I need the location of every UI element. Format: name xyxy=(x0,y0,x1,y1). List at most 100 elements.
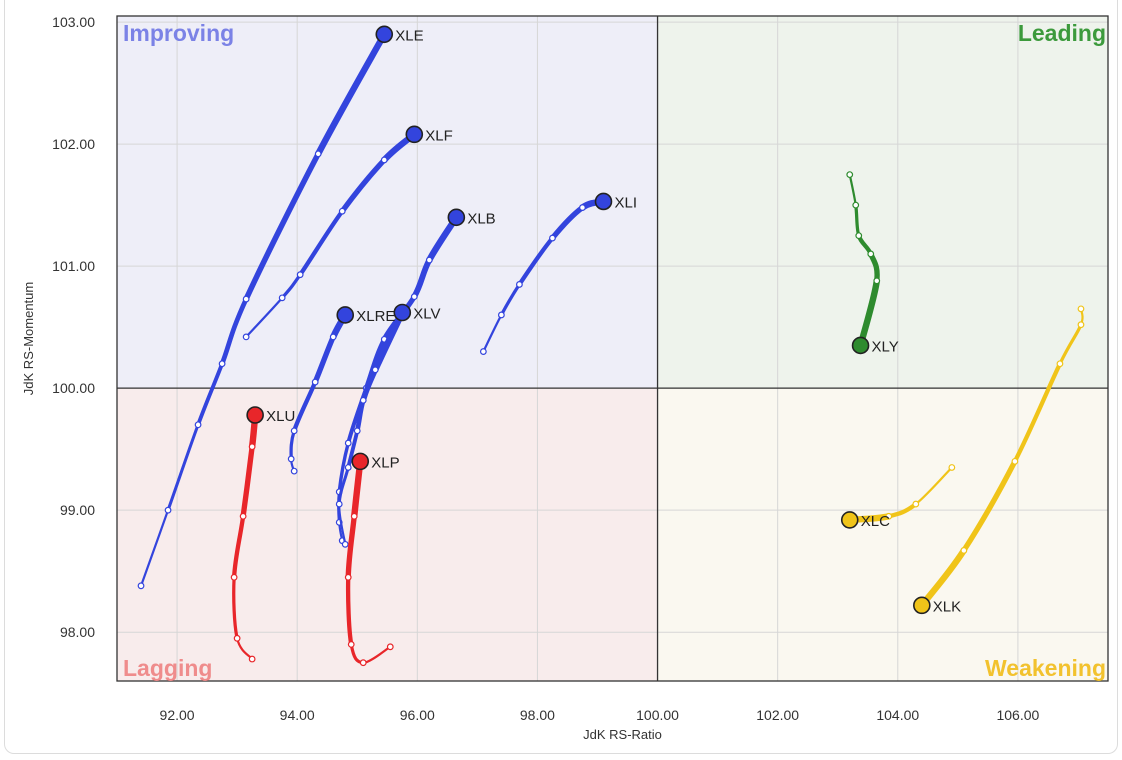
tail-point xyxy=(278,294,286,302)
tail-point xyxy=(1077,305,1085,313)
head-point-xlk xyxy=(913,596,931,615)
symbol-label-xly: XLY xyxy=(872,338,899,355)
tail-point xyxy=(239,512,247,520)
tail-point xyxy=(329,333,337,341)
tail-point xyxy=(497,311,505,319)
x-tick-label: 100.00 xyxy=(636,707,679,723)
x-axis-title: JdK RS-Ratio xyxy=(583,727,662,742)
x-tick-label: 92.00 xyxy=(160,707,195,723)
tail-point xyxy=(341,540,349,548)
tail-segment xyxy=(339,157,387,214)
tail-segment xyxy=(315,31,388,158)
tail-segment xyxy=(232,575,239,640)
tail-segment xyxy=(240,444,255,519)
tail-point xyxy=(290,427,298,435)
rrg-chart: Improving Leading Lagging Weakening 92.00 94.… xyxy=(21,14,1109,742)
tail-point xyxy=(912,500,920,508)
quadrant-leading xyxy=(657,16,1108,389)
quadrant-label-leading: Leading xyxy=(1018,20,1106,46)
tail-point xyxy=(347,640,355,648)
tail-point xyxy=(164,506,172,514)
head-point-xlu xyxy=(246,406,264,424)
tail-point xyxy=(314,150,322,158)
tail-point xyxy=(867,250,875,258)
tail-point xyxy=(353,427,361,435)
tail-point xyxy=(230,573,238,581)
symbol-label-xlu: XLU xyxy=(266,408,295,425)
tail-point xyxy=(242,333,250,341)
tail-segment xyxy=(243,151,321,302)
symbol-label-xlk: XLK xyxy=(933,598,961,615)
x-tick-label: 94.00 xyxy=(280,707,315,723)
series-xlv: XLV xyxy=(335,303,441,548)
tail-point xyxy=(855,232,863,240)
symbol-label-xlp: XLP xyxy=(371,454,399,471)
tail-point xyxy=(852,201,860,209)
tail-point xyxy=(242,295,250,303)
tail-segment xyxy=(411,257,433,300)
tail-point xyxy=(380,156,388,164)
tail-point xyxy=(344,439,352,447)
tail-point xyxy=(948,464,956,471)
tail-point xyxy=(549,234,556,242)
tail-segment xyxy=(298,209,345,277)
tail-point xyxy=(386,643,394,651)
series-xly: XLY xyxy=(846,171,899,355)
y-tick-label: 98.00 xyxy=(60,624,95,640)
tail-point xyxy=(338,207,346,215)
x-tick-label: 104.00 xyxy=(876,707,919,723)
chart-frame: Improving Leading Lagging Weakening 92.00 94.… xyxy=(4,0,1118,754)
tail-segment xyxy=(1012,361,1063,464)
tail-point xyxy=(359,396,367,404)
tail-point xyxy=(579,204,586,211)
quadrant-label-lagging: Lagging xyxy=(123,655,212,681)
series-xli: XLI xyxy=(479,192,637,355)
tail-point xyxy=(1011,457,1019,465)
head-point-xlb xyxy=(447,208,466,227)
tail-point xyxy=(479,348,487,355)
tail-segment xyxy=(139,509,170,587)
tail-segment xyxy=(517,235,555,287)
tail-point xyxy=(311,378,319,386)
tail-point xyxy=(296,271,304,279)
head-point-xlp xyxy=(351,452,370,471)
series-xlre: XLRE xyxy=(287,306,395,475)
tail-segment xyxy=(219,296,249,367)
series-xle: XLE xyxy=(137,25,424,590)
tail-point xyxy=(873,277,881,285)
y-tick-label: 100.00 xyxy=(52,380,95,396)
tail-segment xyxy=(292,379,318,434)
tail-point xyxy=(846,171,854,179)
symbol-label-xlf: XLF xyxy=(425,127,453,144)
tail-point xyxy=(1056,360,1064,368)
tail-point xyxy=(344,464,352,471)
quadrant-label-weakening: Weakening xyxy=(985,655,1106,681)
tail-point xyxy=(516,281,523,288)
y-tick-label: 101.00 xyxy=(52,258,95,274)
tail-segment xyxy=(166,423,200,512)
tail-point xyxy=(248,655,256,663)
tail-point xyxy=(960,547,968,554)
y-axis-title: JdK RS-Momentum xyxy=(21,282,36,395)
tail-segment xyxy=(961,458,1018,554)
head-point-xlre xyxy=(336,306,355,324)
series-xlp: XLP xyxy=(344,452,400,667)
tail-segment xyxy=(196,361,225,427)
x-tick-label: 102.00 xyxy=(756,707,799,723)
tail-point xyxy=(290,467,298,475)
y-tick-label: 103.00 xyxy=(52,14,95,30)
tail-point xyxy=(425,256,433,264)
head-point-xle xyxy=(375,25,394,44)
tail-point xyxy=(1077,321,1085,329)
series-xlu: XLU xyxy=(230,406,295,663)
head-point-xli xyxy=(594,192,613,211)
symbol-label-xlv: XLV xyxy=(413,306,440,323)
symbol-label-xle: XLE xyxy=(395,27,423,44)
tail-point xyxy=(194,421,202,429)
quadrant-label-improving: Improving xyxy=(123,20,234,46)
tail-point xyxy=(371,366,379,374)
symbol-label-xli: XLI xyxy=(614,194,637,211)
y-tick-label: 99.00 xyxy=(60,502,95,518)
tail-point xyxy=(287,455,295,463)
head-point-xly xyxy=(851,336,870,355)
